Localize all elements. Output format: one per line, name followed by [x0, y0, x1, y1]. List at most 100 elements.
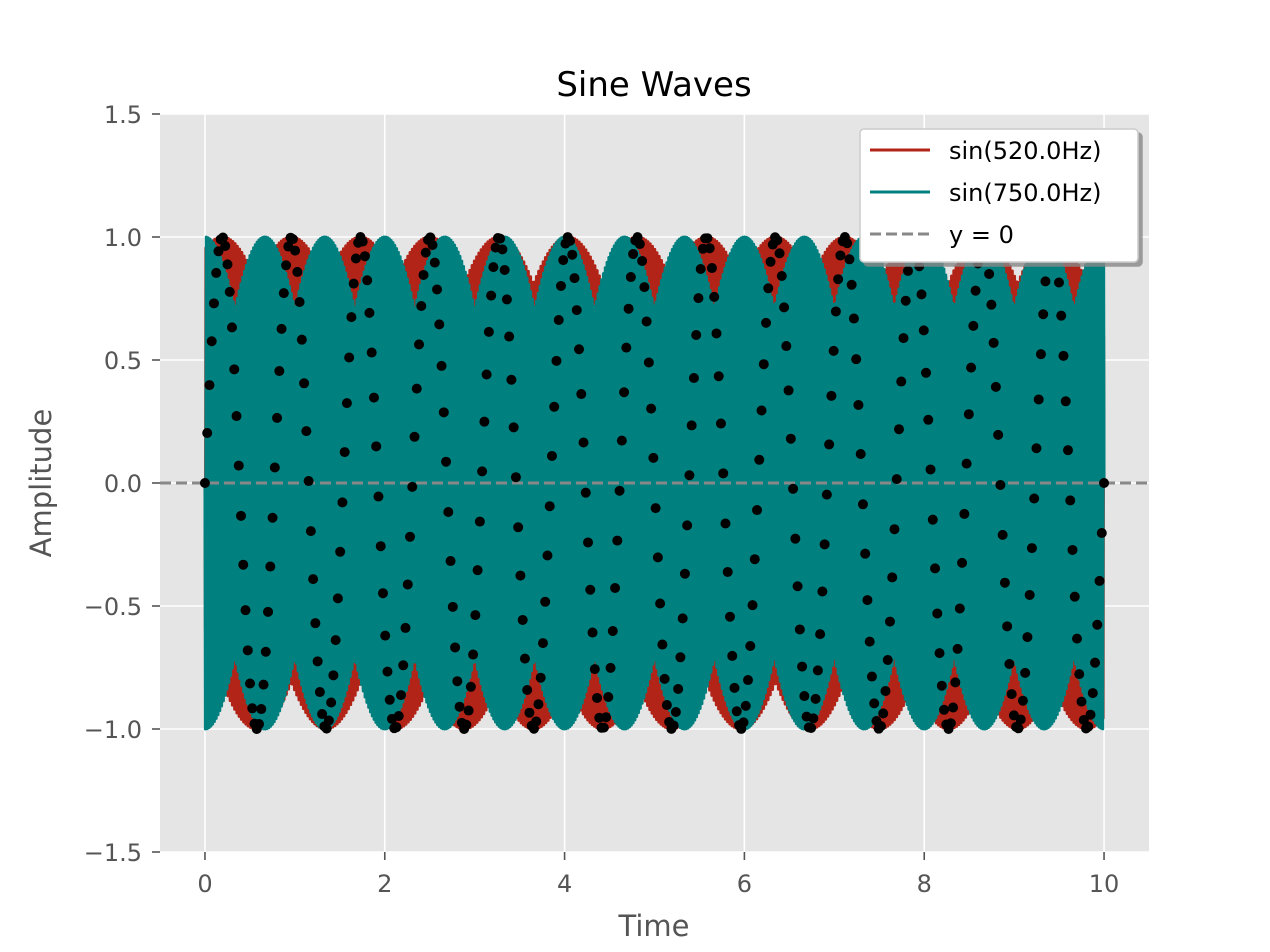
sample-point: [337, 497, 348, 508]
legend-label: y = 0: [949, 221, 1014, 249]
sample-point: [416, 301, 427, 311]
sample-point: [1015, 714, 1026, 725]
sample-point: [810, 693, 821, 704]
sample-point: [884, 616, 895, 627]
sample-point: [882, 655, 893, 665]
sample-point: [278, 288, 289, 299]
sample-point: [999, 577, 1010, 588]
sample-point: [729, 682, 740, 693]
sample-point: [1065, 495, 1076, 506]
sample-point: [866, 671, 877, 682]
sample-point: [1060, 396, 1071, 407]
sample-point: [601, 712, 612, 723]
sample-point: [436, 360, 447, 371]
sample-point: [1026, 543, 1037, 554]
sample-point: [661, 700, 672, 711]
sample-point: [738, 717, 749, 728]
sample-point: [756, 405, 767, 416]
sample-point: [495, 233, 506, 244]
sample-point: [970, 285, 981, 296]
sample-point: [204, 380, 215, 391]
sample-point: [668, 720, 679, 731]
sample-point: [384, 694, 395, 705]
sample-point: [1067, 544, 1078, 555]
sample-point: [824, 439, 835, 450]
sample-point: [346, 312, 357, 323]
sample-point: [686, 420, 697, 431]
series-line-2: [203, 235, 1106, 731]
sample-point: [1099, 478, 1110, 488]
sample-point: [242, 645, 253, 656]
sample-point: [373, 491, 384, 502]
sample-point: [1074, 669, 1085, 680]
sample-point: [310, 618, 321, 629]
sample-point: [317, 709, 328, 720]
sample-point: [603, 692, 614, 702]
sample-point: [826, 390, 837, 401]
sample-point: [217, 232, 228, 243]
sample-point: [470, 610, 481, 621]
sample-point: [776, 271, 787, 281]
sample-point: [923, 414, 934, 425]
sample-point: [555, 280, 566, 291]
sample-point: [443, 506, 454, 517]
sample-point: [272, 412, 283, 423]
sample-point: [558, 255, 569, 266]
sample-point: [869, 698, 880, 709]
sample-point: [643, 357, 654, 368]
sample-point: [628, 249, 639, 260]
x-tick-label: 10: [1089, 870, 1120, 898]
sample-point: [957, 557, 968, 568]
sample-point: [583, 537, 594, 548]
sample-point: [659, 673, 670, 684]
sample-point: [267, 512, 278, 523]
sample-point: [247, 703, 258, 714]
sample-point: [585, 584, 596, 595]
sample-point: [851, 354, 862, 365]
sample-point: [711, 328, 722, 339]
sample-point: [639, 282, 650, 293]
sample-point: [783, 385, 794, 396]
sample-point: [864, 636, 875, 647]
sample-point: [380, 630, 391, 641]
sample-point: [504, 331, 515, 342]
sample-point: [256, 704, 267, 715]
sample-point: [1053, 277, 1064, 288]
sample-point: [961, 458, 972, 469]
sample-point: [1090, 657, 1101, 668]
sample-point: [499, 264, 510, 275]
sample-point: [211, 267, 222, 278]
sample-point: [308, 574, 319, 585]
sample-point: [682, 520, 693, 531]
sample-point: [587, 627, 598, 638]
sample-point: [900, 295, 911, 306]
sample-point: [688, 373, 699, 384]
sample-point: [936, 680, 947, 691]
sample-point: [199, 478, 210, 488]
sample-point: [950, 677, 961, 688]
sample-point: [580, 487, 591, 498]
sample-point: [438, 407, 449, 418]
y-tick-label: 1.0: [104, 224, 142, 252]
sample-point: [533, 699, 544, 710]
sample-point: [679, 568, 690, 579]
sample-point: [752, 505, 763, 516]
sample-point: [265, 561, 276, 572]
sample-point: [828, 345, 839, 356]
sample-point: [1038, 309, 1049, 320]
sample-point: [497, 244, 508, 255]
sample-point: [860, 548, 871, 559]
sample-point: [546, 450, 557, 461]
sample-point: [1085, 709, 1096, 720]
sample-point: [254, 719, 265, 730]
sample-point: [299, 378, 310, 389]
sample-point: [1083, 721, 1094, 732]
sample-point: [984, 268, 995, 279]
sample-point: [474, 516, 485, 527]
sample-point: [402, 579, 413, 590]
sample-point: [222, 259, 233, 270]
sample-point: [848, 313, 859, 324]
chart-title: Sine Waves: [556, 65, 751, 105]
sample-point: [731, 706, 742, 717]
sample-point: [420, 247, 431, 258]
